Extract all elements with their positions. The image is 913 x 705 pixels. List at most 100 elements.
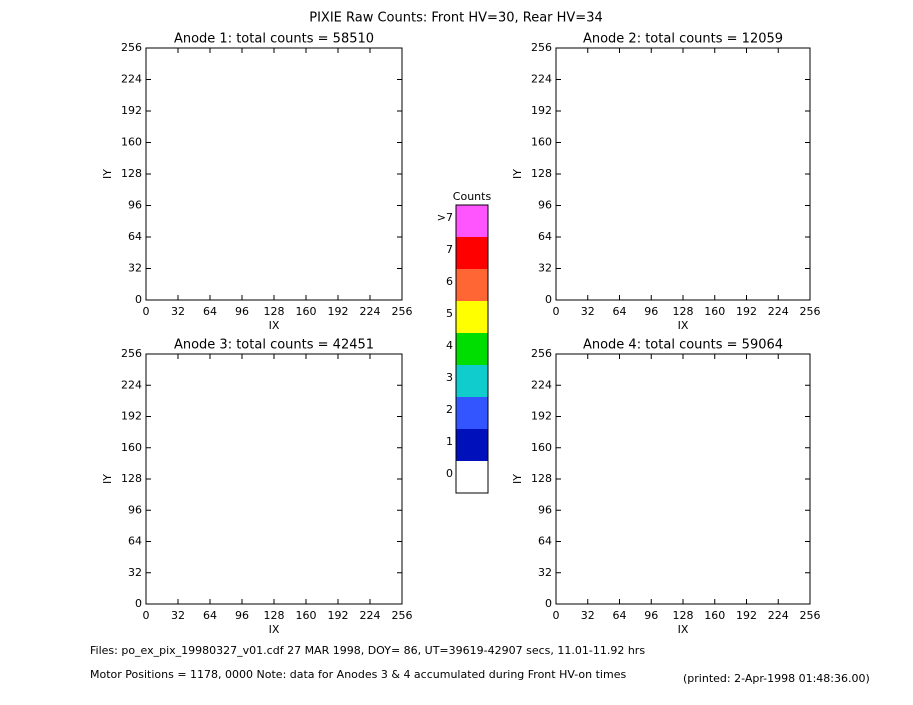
plot-title: Anode 4: total counts = 59064 [583, 338, 783, 353]
x-tick-label: 128 [264, 609, 285, 622]
x-tick-label: 128 [673, 305, 694, 318]
y-tick-label: 192 [531, 104, 552, 117]
y-tick-label: 128 [531, 472, 552, 485]
y-tick-label: 256 [121, 347, 142, 360]
y-tick-label: 64 [128, 535, 142, 548]
colorbar-title: Counts [453, 190, 492, 203]
y-tick-label: 224 [531, 378, 552, 391]
y-tick-label: 64 [538, 535, 552, 548]
x-tick-label: 256 [392, 609, 413, 622]
colorbar-swatch [456, 429, 488, 461]
x-tick-label: 64 [613, 305, 627, 318]
y-tick-label: 96 [538, 503, 552, 516]
x-tick-label: 256 [800, 609, 821, 622]
colorbar-label: 0 [446, 467, 453, 480]
x-axis-label: IX [269, 623, 280, 636]
colorbar-swatch [456, 365, 488, 397]
colorbar-swatch [456, 461, 488, 493]
y-tick-label: 256 [531, 41, 552, 54]
y-tick-label: 96 [128, 199, 142, 212]
y-axis-label: IY [101, 474, 114, 484]
y-tick-label: 224 [121, 73, 142, 86]
x-tick-label: 64 [203, 609, 217, 622]
y-tick-label: 160 [121, 441, 142, 454]
x-tick-label: 160 [296, 609, 317, 622]
plot-title: Anode 2: total counts = 12059 [583, 32, 783, 47]
colorbar-swatch [456, 205, 488, 237]
x-tick-label: 96 [235, 305, 249, 318]
y-tick-label: 192 [531, 410, 552, 423]
y-tick-label: 64 [128, 230, 142, 243]
colorbar-swatch [456, 269, 488, 301]
x-tick-label: 160 [704, 305, 725, 318]
x-tick-label: 0 [143, 305, 150, 318]
x-axis-label: IX [678, 623, 689, 636]
x-tick-label: 96 [644, 609, 658, 622]
y-tick-label: 192 [121, 104, 142, 117]
colorbar-label: 4 [446, 339, 453, 352]
y-tick-label: 32 [128, 262, 142, 275]
y-tick-label: 64 [538, 230, 552, 243]
y-tick-label: 32 [538, 566, 552, 579]
y-axis-label: IY [511, 474, 524, 484]
x-tick-label: 192 [736, 305, 757, 318]
y-tick-label: 32 [538, 262, 552, 275]
x-tick-label: 0 [553, 305, 560, 318]
colorbar-frame [455, 204, 489, 494]
y-axis-label: IY [101, 169, 114, 179]
y-tick-label: 192 [121, 410, 142, 423]
plot-title: Anode 1: total counts = 58510 [174, 32, 374, 47]
page-title: PIXIE Raw Counts: Front HV=30, Rear HV=3… [309, 11, 603, 26]
y-tick-label: 160 [121, 136, 142, 149]
x-tick-label: 256 [392, 305, 413, 318]
y-tick-label: 128 [121, 167, 142, 180]
y-tick-label: 0 [135, 597, 142, 610]
x-tick-label: 32 [171, 609, 185, 622]
colorbar-label: 3 [446, 371, 453, 384]
x-tick-label: 160 [296, 305, 317, 318]
x-tick-label: 32 [171, 305, 185, 318]
y-tick-label: 128 [121, 472, 142, 485]
colorbar-swatch [456, 301, 488, 333]
x-tick-label: 224 [360, 305, 381, 318]
y-tick-label: 224 [121, 378, 142, 391]
plot-frame [145, 47, 403, 301]
colorbar-label: 6 [446, 275, 453, 288]
plot-frame [145, 353, 403, 605]
x-tick-label: 256 [800, 305, 821, 318]
plot-frame [555, 353, 811, 605]
x-tick-label: 192 [736, 609, 757, 622]
plot-title: Anode 3: total counts = 42451 [174, 338, 374, 353]
x-tick-label: 224 [360, 609, 381, 622]
y-tick-label: 160 [531, 136, 552, 149]
x-tick-label: 192 [328, 609, 349, 622]
x-tick-label: 32 [581, 609, 595, 622]
x-tick-label: 64 [203, 305, 217, 318]
x-tick-label: 0 [553, 609, 560, 622]
x-tick-label: 128 [264, 305, 285, 318]
y-tick-label: 160 [531, 441, 552, 454]
x-axis-label: IX [678, 319, 689, 332]
colorbar-label: 2 [446, 403, 453, 416]
y-tick-label: 128 [531, 167, 552, 180]
x-axis-label: IX [269, 319, 280, 332]
colorbar-swatch [456, 397, 488, 429]
colorbar-swatch [456, 237, 488, 269]
colorbar-label: 7 [446, 243, 453, 256]
x-tick-label: 224 [768, 305, 789, 318]
footer-files: Files: po_ex_pix_19980327_v01.cdf 27 MAR… [90, 644, 645, 657]
x-tick-label: 64 [613, 609, 627, 622]
y-tick-label: 96 [128, 503, 142, 516]
footer-motor: Motor Positions = 1178, 0000 Note: data … [90, 668, 626, 681]
y-tick-label: 224 [531, 73, 552, 86]
x-tick-label: 128 [673, 609, 694, 622]
colorbar-label: 5 [446, 307, 453, 320]
x-tick-label: 224 [768, 609, 789, 622]
y-tick-label: 0 [135, 293, 142, 306]
colorbar-label: >7 [437, 211, 453, 224]
y-tick-label: 256 [121, 41, 142, 54]
x-tick-label: 160 [704, 609, 725, 622]
y-tick-label: 32 [128, 566, 142, 579]
y-tick-label: 256 [531, 347, 552, 360]
